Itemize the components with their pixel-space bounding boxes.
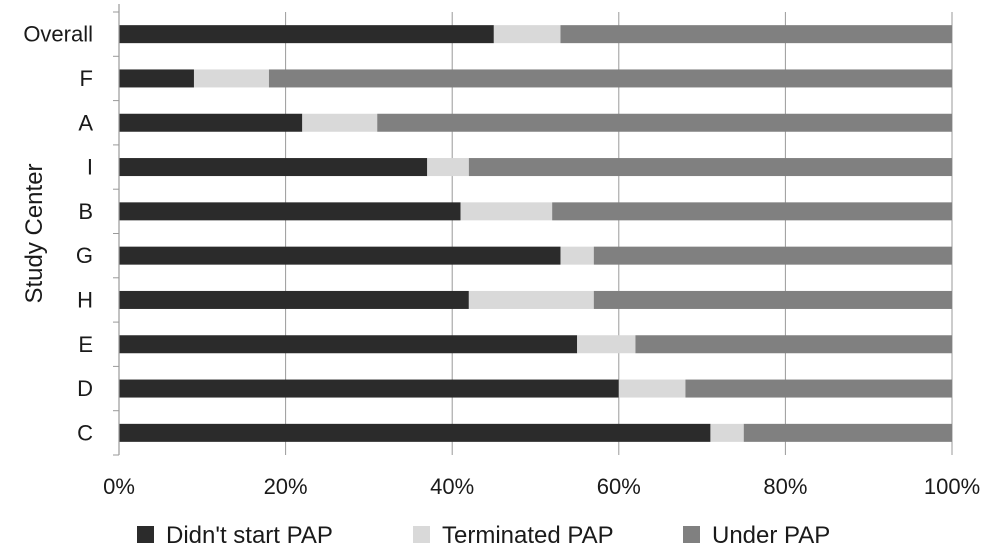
- y-axis-title: Study Center: [21, 163, 48, 303]
- bar-segment: [468, 290, 594, 309]
- bar-segment: [593, 246, 952, 265]
- x-tick-label: 60%: [597, 474, 641, 499]
- y-tick-label: I: [87, 155, 93, 180]
- bar-segment: [302, 113, 378, 132]
- bar-segment: [460, 202, 553, 221]
- bar-segment: [427, 158, 469, 177]
- bar-segment: [119, 158, 428, 177]
- bar-segment: [593, 290, 952, 309]
- bar-segment: [710, 423, 744, 442]
- bar-segment: [618, 379, 686, 398]
- bar-segment: [493, 25, 561, 44]
- legend-label: Under PAP: [712, 522, 830, 549]
- legend-label: Terminated PAP: [442, 522, 614, 549]
- bar-segment: [119, 423, 711, 442]
- x-tick-label: 40%: [430, 474, 474, 499]
- x-tick-label: 20%: [264, 474, 308, 499]
- y-tick-label: F: [80, 66, 93, 91]
- x-tick-label: 0%: [103, 474, 135, 499]
- y-tick-label: A: [78, 110, 93, 135]
- bar-segment: [119, 246, 561, 265]
- y-tick-label: B: [78, 199, 93, 224]
- bars: [119, 25, 953, 442]
- bar-segment: [119, 25, 494, 44]
- bar-segment: [577, 335, 636, 354]
- bar-segment: [268, 69, 952, 88]
- y-tick-label: D: [77, 376, 93, 401]
- legend-swatch: [413, 526, 430, 543]
- y-tick-label: Overall: [23, 22, 93, 47]
- x-tick-label: 100%: [924, 474, 980, 499]
- y-tick-label: C: [77, 420, 93, 445]
- bar-segment: [552, 202, 952, 221]
- legend-label: Didn't start PAP: [166, 522, 333, 549]
- legend-swatch: [683, 526, 700, 543]
- y-tick-label: G: [76, 243, 93, 268]
- bar-segment: [560, 25, 952, 44]
- y-tick-label: E: [78, 332, 93, 357]
- bar-segment: [119, 290, 469, 309]
- bar-segment: [743, 423, 952, 442]
- bar-segment: [119, 69, 194, 88]
- bar-segment: [685, 379, 952, 398]
- legend: Didn't start PAP Terminated PAP Under PAP: [137, 522, 830, 549]
- bar-segment: [377, 113, 953, 132]
- bar-segment: [119, 202, 461, 221]
- bar-segment: [193, 69, 269, 88]
- bar-segment: [635, 335, 952, 354]
- bar-segment: [468, 158, 952, 177]
- bar-segment: [119, 335, 578, 354]
- x-tick-label: 80%: [763, 474, 807, 499]
- bar-segment: [119, 379, 619, 398]
- bar-segment: [560, 246, 594, 265]
- y-tick-label: H: [77, 287, 93, 312]
- legend-swatch: [137, 526, 154, 543]
- bar-segment: [119, 113, 303, 132]
